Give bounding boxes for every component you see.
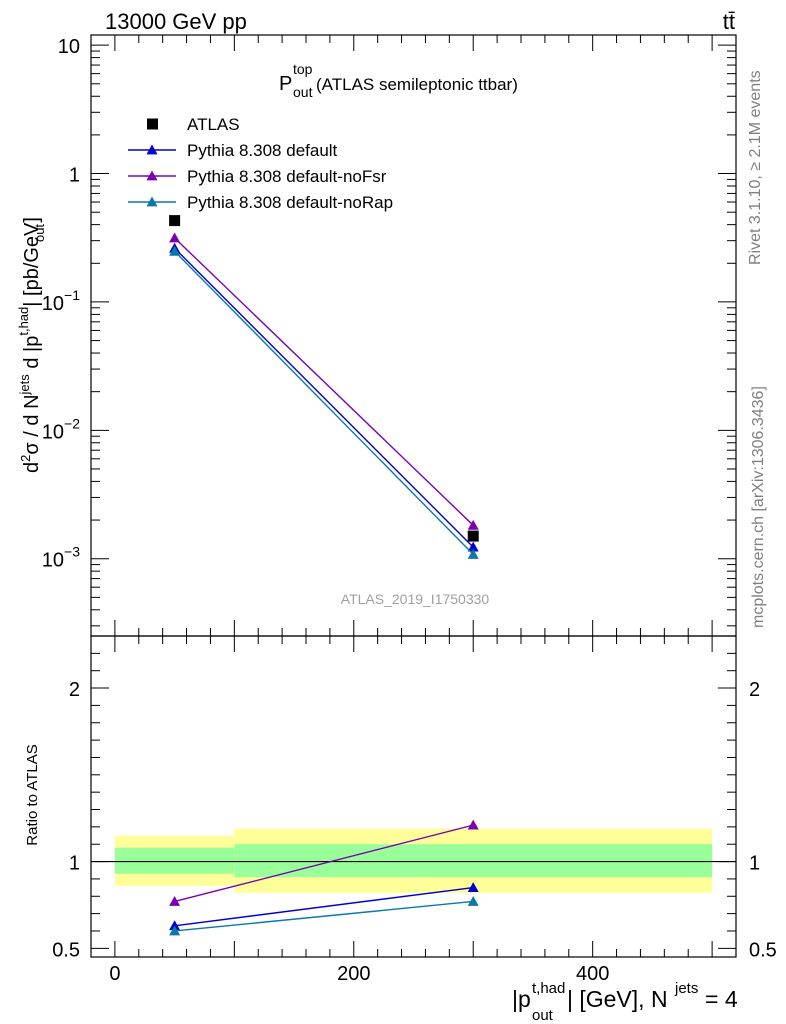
x-tick-label: 200: [337, 963, 370, 985]
ratio-y-tick-label: 2: [69, 679, 80, 701]
ratio-panel: 2 2 1 1 0.5 0.5 0 200 400 Ratio to ATLAS |p t,ha…: [24, 635, 777, 1024]
ratio-axes: 2 2 1 1 0.5 0.5 0 200 400: [52, 636, 777, 985]
ratio-y-axis-label: Ratio to ATLAS: [24, 744, 41, 845]
legend-marker: [146, 196, 158, 207]
x-tick-label: 400: [576, 963, 609, 985]
ratio-series-line: [174, 824, 474, 903]
ratio-y-tick-label-right: 2: [749, 679, 760, 701]
legend: ATLAS Pythia 8.308 default Pythia 8.308 de…: [128, 115, 393, 212]
title-rest: (ATLAS semileptonic ttbar): [316, 75, 518, 94]
xlabel-sub: out: [532, 1007, 554, 1024]
main-y-axis-label: d2σ / d Njets d |pt,had| [pb/GeV]: [16, 217, 43, 473]
legend-marker: [146, 170, 158, 181]
mcplots-label: mcplots.cern.ch [arXiv:1306.3436]: [750, 386, 767, 628]
y-tick-label: 10−1: [42, 287, 80, 315]
ratio-series-marker: [467, 882, 479, 892]
y-tick-label: 10: [58, 36, 80, 58]
ratio-series-marker: [169, 895, 181, 906]
series-line: [174, 247, 474, 548]
legend-marker: [146, 144, 158, 155]
y-tick-label: 10−2: [42, 415, 80, 443]
atlas-data-point: [169, 215, 181, 227]
ratio-series-marker: [467, 819, 479, 830]
xlabel-tail: = 4: [705, 986, 738, 1012]
series-marker: [467, 519, 479, 530]
ratio-series-marker: [467, 895, 479, 906]
ratio-y-tick-label: 0.5: [52, 939, 80, 961]
xlabel-rest: | [GeV], N: [567, 986, 668, 1012]
x-axis-label: |p t,had out | [GeV], N jets = 4: [512, 980, 738, 1024]
legend-label: ATLAS: [187, 115, 240, 134]
uncertainty-band-inner: [234, 844, 713, 878]
ratio-series-line: [174, 886, 474, 927]
y-axis-label-sub: out: [32, 224, 47, 242]
atlas-data-point: [467, 530, 479, 542]
title-sup: top: [293, 61, 313, 77]
main-panel: 10 1 10−1 10−2 10−3 ATLAS_2019_I1750330 P to…: [16, 34, 737, 637]
legend-marker: [147, 118, 158, 130]
title-sub: out: [293, 84, 313, 100]
xlabel-p: |p: [512, 986, 531, 1012]
ratio-series-marker: [169, 920, 181, 931]
ratio-series-marker: [169, 925, 181, 936]
legend-label: Pythia 8.308 default-noFsr: [187, 167, 387, 186]
y-tick-label: 1: [69, 165, 80, 187]
ratio-y-tick-label-right: 0.5: [749, 939, 777, 961]
ratio-series-line: [174, 900, 474, 932]
y-tick-label: 10−3: [42, 544, 80, 572]
uncertainty-band-inner: [114, 847, 235, 874]
process-label: tt̄: [723, 9, 735, 34]
series-marker: [467, 548, 479, 559]
main-title: P top out (ATLAS semileptonic ttbar): [279, 61, 518, 100]
legend-label: Pythia 8.308 default: [187, 141, 338, 160]
series-marker: [169, 245, 181, 256]
series-line: [174, 250, 474, 555]
series-marker: [467, 541, 479, 552]
rivet-label: Rivet 3.1.10, ≥ 2.1M events: [747, 70, 764, 265]
series-line: [174, 237, 474, 526]
energy-label: 13000 GeV pp: [105, 9, 247, 34]
ratio-y-tick-label-right: 1: [749, 853, 760, 875]
x-tick-label: 0: [109, 963, 120, 985]
ratio-frame: [90, 635, 737, 958]
main-plot-area: [169, 215, 479, 559]
ratio-y-tick-label: 1: [69, 853, 80, 875]
legend-label: Pythia 8.308 default-noRap: [187, 193, 393, 212]
ratio-plot-area: [91, 819, 736, 936]
series-marker: [169, 232, 181, 243]
main-axes: 10 1 10−1 10−2 10−3: [42, 35, 736, 636]
watermark: ATLAS_2019_I1750330: [341, 591, 490, 607]
title-main: P: [279, 73, 292, 95]
xlabel-sup2: jets: [674, 980, 698, 997]
xlabel-sup: t,had: [532, 980, 565, 997]
